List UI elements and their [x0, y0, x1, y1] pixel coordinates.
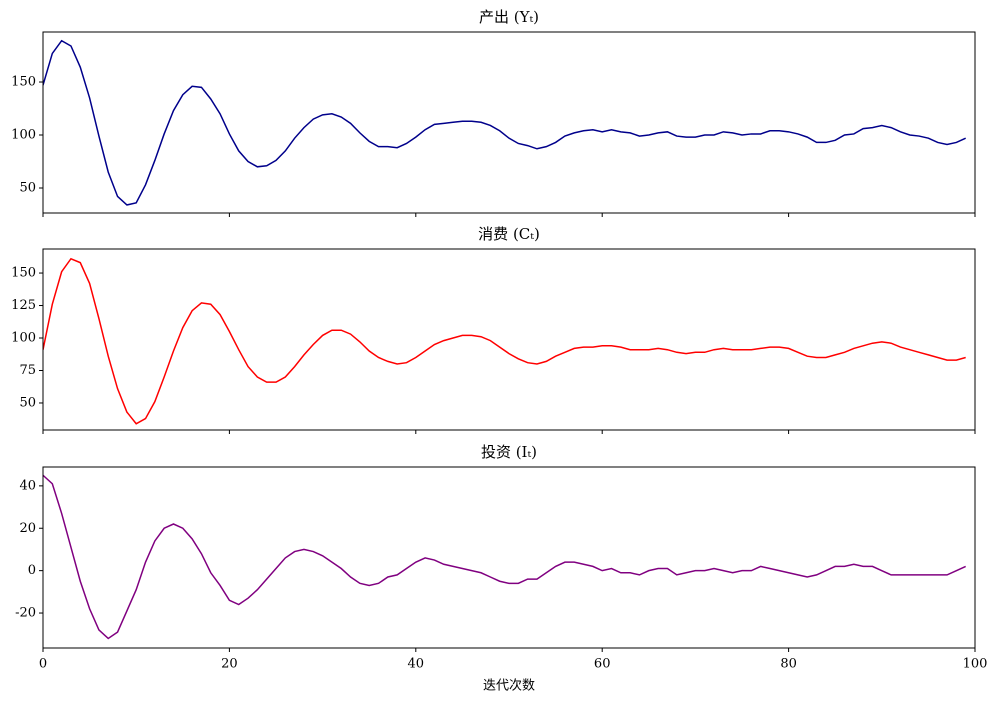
y-tick-label: 150 — [11, 266, 36, 281]
series-line — [43, 474, 966, 640]
y-tick-label: 20 — [19, 521, 36, 536]
x-tick-label: 80 — [780, 657, 797, 672]
series-line — [43, 39, 966, 206]
x-axis-label: 迭代次数 — [483, 678, 535, 694]
panel-title: 投资 (Iₜ) — [481, 443, 537, 461]
y-tick-label: 50 — [19, 180, 36, 195]
y-tick-label: 0 — [28, 563, 36, 578]
y-tick-label: 125 — [11, 298, 36, 313]
y-tick-label: 100 — [11, 128, 36, 143]
y-tick-label: 50 — [19, 395, 36, 410]
y-tick-label: -20 — [15, 606, 36, 621]
panel-title: 产出 (Yₜ) — [479, 8, 539, 26]
axes-frame — [42, 248, 976, 431]
x-tick-label: 40 — [408, 657, 425, 672]
panel-title: 消费 (Cₜ) — [478, 225, 540, 243]
y-tick-label: 40 — [19, 478, 36, 493]
y-tick-label: 100 — [11, 331, 36, 346]
x-tick-label: 100 — [963, 657, 988, 672]
x-tick-label: 60 — [594, 657, 611, 672]
y-tick-label: 150 — [11, 75, 36, 90]
x-tick-label: 20 — [221, 657, 238, 672]
series-line — [43, 257, 966, 425]
axes-frame — [42, 466, 976, 649]
x-tick-label: 0 — [39, 657, 47, 672]
y-tick-label: 75 — [19, 363, 36, 378]
axes-frame — [42, 31, 976, 214]
